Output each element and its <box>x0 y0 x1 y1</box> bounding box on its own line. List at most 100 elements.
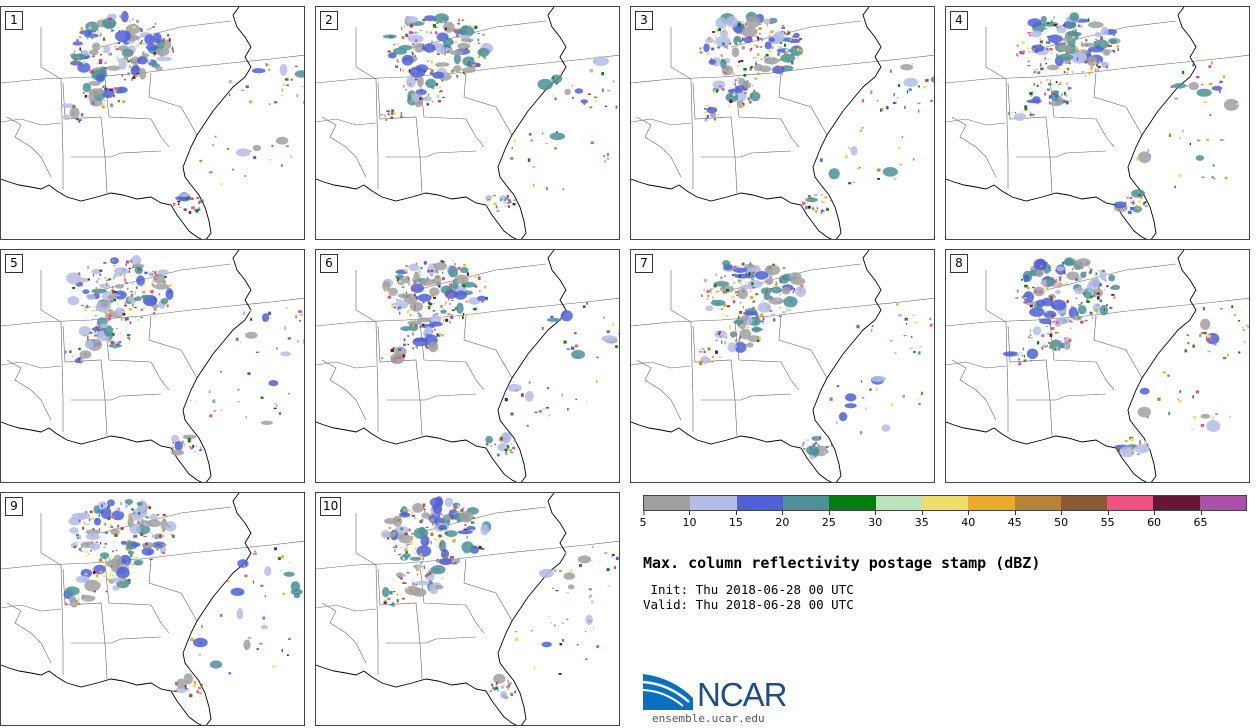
reflectivity-cell <box>754 77 758 80</box>
reflectivity-cell <box>1192 63 1194 67</box>
reflectivity-cell <box>715 350 718 354</box>
reflectivity-cell <box>473 307 477 311</box>
reflectivity-cell <box>1055 71 1058 73</box>
reflectivity-cell <box>428 102 431 104</box>
reflectivity-cell <box>208 390 211 394</box>
reflectivity-cell <box>601 88 604 92</box>
reflectivity-cell <box>457 510 459 514</box>
member-panel: 1 <box>0 6 305 240</box>
reflectivity-cell <box>1039 40 1043 44</box>
reflectivity-cell <box>136 56 148 65</box>
reflectivity-cell <box>1130 207 1134 211</box>
reflectivity-cell <box>773 318 776 322</box>
reflectivity-cell <box>457 266 461 270</box>
reflectivity-cell <box>1045 345 1048 348</box>
reflectivity-cell <box>1050 327 1054 330</box>
reflectivity-cell <box>904 105 906 109</box>
reflectivity-cell <box>1048 95 1052 99</box>
reflectivity-cell <box>905 315 907 318</box>
reflectivity-cell <box>748 28 751 31</box>
reflectivity-cell <box>1021 41 1025 45</box>
reflectivity-cell <box>92 30 96 33</box>
reflectivity-cell <box>1112 51 1116 53</box>
reflectivity-cell <box>426 102 429 106</box>
reflectivity-cell <box>728 105 730 108</box>
reflectivity-cell <box>449 556 452 560</box>
reflectivity-cell <box>214 135 217 138</box>
ncar-logo-text: NCAR <box>697 676 788 713</box>
reflectivity-cell <box>115 92 119 94</box>
reflectivity-cell <box>114 267 129 275</box>
reflectivity-cell <box>699 351 703 353</box>
reflectivity-cell <box>1070 321 1073 323</box>
reflectivity-cell <box>506 202 510 204</box>
reflectivity-cell <box>268 103 271 105</box>
reflectivity-cell <box>86 523 89 525</box>
reflectivity-cell <box>122 29 124 31</box>
reflectivity-cell <box>1064 337 1066 340</box>
reflectivity-cell <box>1081 70 1085 74</box>
reflectivity-cell <box>280 570 283 572</box>
reflectivity-cell <box>1137 453 1140 455</box>
reflectivity-cell <box>249 100 253 104</box>
reflectivity-cell <box>828 168 840 180</box>
reflectivity-cell <box>1192 344 1195 348</box>
reflectivity-cell <box>1090 66 1094 69</box>
reflectivity-cell <box>387 52 397 59</box>
reflectivity-cell <box>770 296 773 300</box>
reflectivity-cell <box>380 357 384 359</box>
reflectivity-cell <box>142 51 145 55</box>
reflectivity-cell <box>465 47 468 50</box>
reflectivity-cell <box>747 280 763 289</box>
reflectivity-cell <box>467 55 471 58</box>
reflectivity-cell <box>1111 284 1121 290</box>
state-border <box>636 359 682 421</box>
reflectivity-cell <box>739 311 743 314</box>
reflectivity-cell <box>737 41 740 45</box>
reflectivity-cell <box>720 276 723 280</box>
reflectivity-cell <box>434 328 436 332</box>
reflectivity-cell <box>1096 292 1100 295</box>
reflectivity-cell <box>751 84 754 87</box>
reflectivity-cell <box>69 527 79 534</box>
reflectivity-cell <box>1075 46 1077 49</box>
reflectivity-cell <box>449 293 453 295</box>
reflectivity-cell <box>1139 439 1141 443</box>
reflectivity-cell <box>500 685 505 689</box>
reflectivity-cell <box>701 294 703 297</box>
reflectivity-cell <box>167 34 170 37</box>
reflectivity-cell <box>548 615 550 618</box>
reflectivity-cell <box>440 260 444 263</box>
reflectivity-cell <box>700 356 710 365</box>
reflectivity-cell <box>136 74 138 77</box>
reflectivity-cell <box>127 562 129 565</box>
reflectivity-cell <box>423 508 426 510</box>
reflectivity-cell <box>807 195 811 198</box>
reflectivity-cell <box>87 306 91 308</box>
reflectivity-cell <box>389 591 393 595</box>
reflectivity-cell <box>1116 45 1120 48</box>
reflectivity-cell <box>826 208 829 211</box>
reflectivity-cell <box>399 311 401 315</box>
state-border <box>1093 72 1143 136</box>
reflectivity-cell <box>81 304 84 306</box>
reflectivity-cell <box>444 52 446 56</box>
reflectivity-cell <box>1077 317 1080 320</box>
reflectivity-cell <box>179 686 181 689</box>
reflectivity-cell <box>99 558 103 562</box>
reflectivity-cell <box>125 263 128 266</box>
reflectivity-cell <box>384 289 386 292</box>
reflectivity-cell <box>390 603 393 606</box>
reflectivity-cell <box>211 170 213 174</box>
reflectivity-cell <box>483 281 487 283</box>
reflectivity-cell <box>278 557 281 561</box>
reflectivity-cell <box>925 79 929 82</box>
reflectivity-cell <box>106 282 108 286</box>
reflectivity-cell <box>193 637 208 648</box>
reflectivity-cell <box>110 526 114 528</box>
reflectivity-cell <box>1138 194 1141 196</box>
reflectivity-cell <box>74 50 76 53</box>
reflectivity-cell <box>183 673 194 685</box>
reflectivity-cell <box>1196 88 1212 97</box>
reflectivity-cell <box>289 561 291 564</box>
